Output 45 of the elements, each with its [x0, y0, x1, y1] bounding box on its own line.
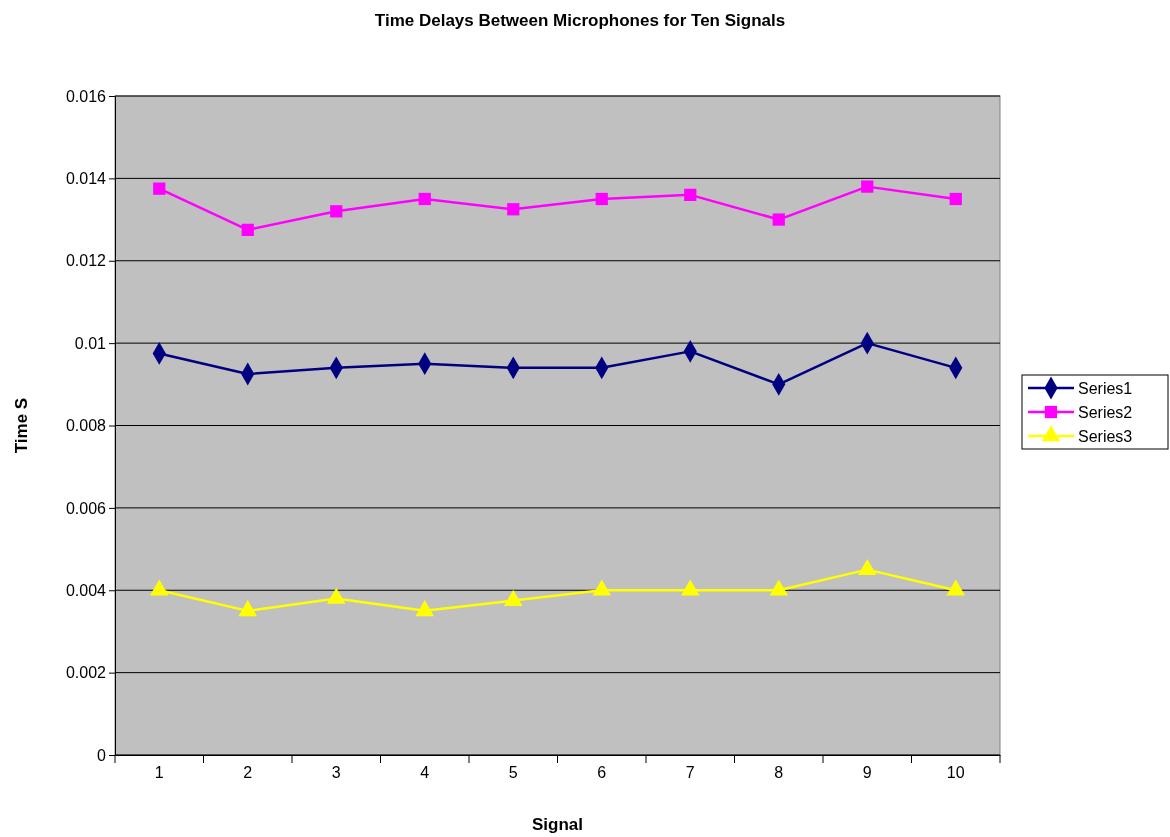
y-tick-label: 0.014 — [65, 169, 107, 187]
x-axis-title: Signal — [531, 815, 584, 834]
y-tick-label: 0.002 — [65, 664, 107, 682]
point — [684, 188, 697, 201]
x-tick-label: 6 — [597, 764, 607, 782]
y-tick-label: 0.004 — [65, 581, 107, 599]
point — [326, 587, 346, 604]
point — [769, 579, 789, 596]
point — [772, 213, 785, 226]
point — [415, 600, 435, 617]
point — [857, 558, 877, 576]
y-tick-label: 0.016 — [65, 87, 107, 105]
x-tick-label: 7 — [685, 764, 695, 782]
point — [153, 182, 166, 195]
y-tick-label: 0.012 — [65, 252, 107, 270]
point — [241, 223, 254, 236]
legend-label: Series2 — [1078, 404, 1133, 421]
x-tick-label: 8 — [774, 764, 784, 782]
point — [330, 205, 343, 218]
point — [680, 579, 700, 596]
legend-label: Series1 — [1078, 380, 1133, 397]
point — [861, 180, 874, 193]
y-tick-label: 0.006 — [65, 499, 107, 517]
point — [149, 579, 169, 596]
point — [507, 203, 520, 216]
point — [595, 192, 608, 206]
y-tick-label: 0.01 — [74, 334, 107, 352]
x-tick-label: 3 — [331, 764, 341, 782]
x-tick-label: 5 — [508, 764, 518, 782]
y-tick-label: 0 — [97, 746, 107, 764]
x-tick-label: 1 — [154, 764, 164, 782]
chart-title: Time Delays Between Microphones for Ten Signals — [374, 11, 786, 30]
point — [503, 589, 523, 606]
x-tick-label: 9 — [862, 764, 872, 782]
x-tick-label: 2 — [243, 764, 253, 782]
point — [592, 579, 612, 596]
point — [418, 192, 431, 206]
x-tick-label: 4 — [420, 764, 430, 782]
x-tick-label: 10 — [946, 764, 965, 782]
y-axis-title: Time S — [12, 397, 31, 454]
point — [946, 579, 966, 596]
point — [949, 192, 962, 206]
y-tick-label: 0.008 — [65, 417, 107, 435]
point — [238, 600, 258, 617]
legend-label: Series3 — [1078, 428, 1133, 445]
